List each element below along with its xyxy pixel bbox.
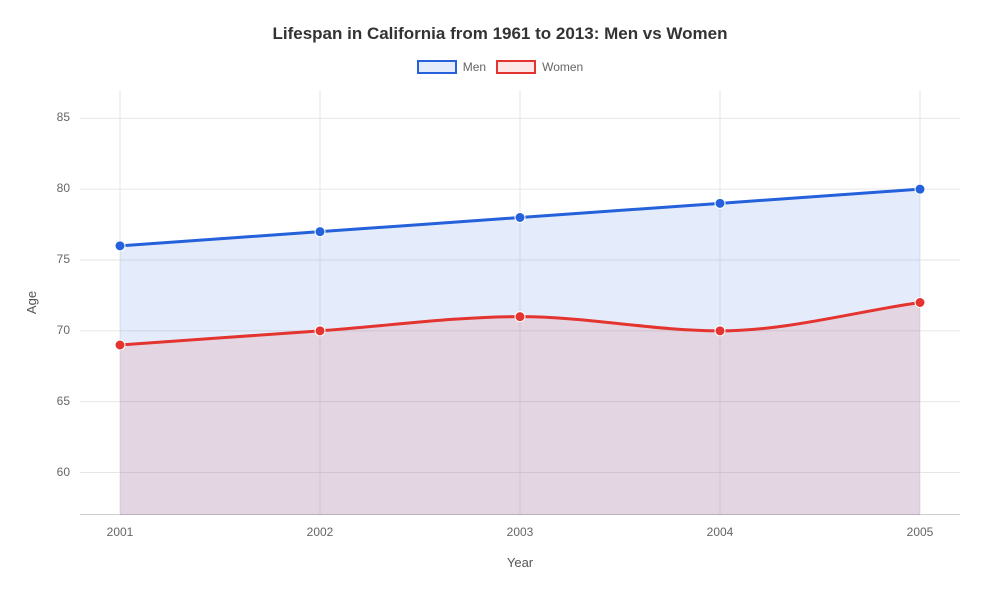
marker-women-4[interactable] xyxy=(915,298,925,308)
marker-men-0[interactable] xyxy=(115,241,125,251)
legend-swatch-women xyxy=(496,60,536,74)
x-axis-label: Year xyxy=(80,555,960,570)
y-tick-label: 60 xyxy=(57,465,70,479)
marker-women-0[interactable] xyxy=(115,340,125,350)
x-tick-label: 2005 xyxy=(900,525,940,539)
x-tick-label: 2001 xyxy=(100,525,140,539)
legend-swatch-men xyxy=(417,60,457,74)
x-tick-label: 2004 xyxy=(700,525,740,539)
legend-label-women: Women xyxy=(542,60,583,74)
chart-title: Lifespan in California from 1961 to 2013… xyxy=(0,24,1000,44)
marker-men-2[interactable] xyxy=(515,213,525,223)
y-tick-label: 85 xyxy=(57,110,70,124)
marker-men-3[interactable] xyxy=(715,198,725,208)
marker-men-4[interactable] xyxy=(915,184,925,194)
marker-women-3[interactable] xyxy=(715,326,725,336)
y-tick-label: 70 xyxy=(57,323,70,337)
x-tick-label: 2003 xyxy=(500,525,540,539)
plot-svg xyxy=(80,90,960,515)
y-axis-label: Age xyxy=(24,290,39,313)
y-tick-label: 80 xyxy=(57,181,70,195)
x-tick-label: 2002 xyxy=(300,525,340,539)
y-tick-label: 65 xyxy=(57,394,70,408)
y-tick-label: 75 xyxy=(57,252,70,266)
legend-label-men: Men xyxy=(463,60,486,74)
legend: Men Women xyxy=(0,60,1000,74)
marker-women-2[interactable] xyxy=(515,312,525,322)
plot-area xyxy=(80,90,960,515)
legend-item-men[interactable]: Men xyxy=(417,60,486,74)
marker-women-1[interactable] xyxy=(315,326,325,336)
chart-container: Lifespan in California from 1961 to 2013… xyxy=(0,0,1000,600)
marker-men-1[interactable] xyxy=(315,227,325,237)
legend-item-women[interactable]: Women xyxy=(496,60,583,74)
